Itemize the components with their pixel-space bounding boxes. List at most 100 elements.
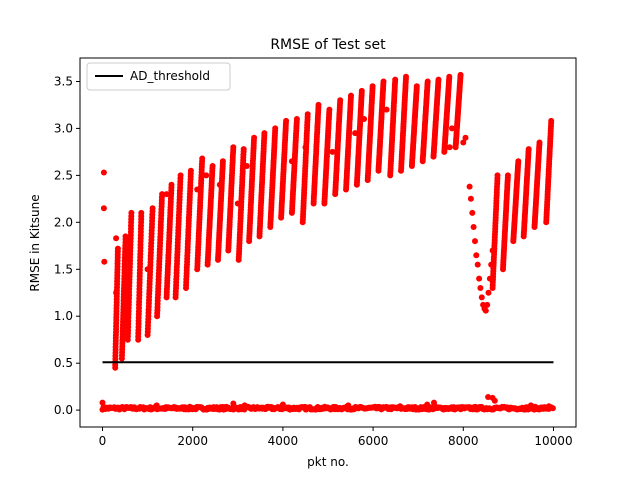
ramp-point [525,146,532,153]
x-ticks: 0 2000 4000 6000 8000 10000 [99,427,573,448]
scattered-point [194,186,201,193]
sawtooth-ramp [299,111,311,226]
ramp-point [128,209,135,216]
baseline-spike-point [99,399,106,406]
scattered-point [361,116,368,122]
scattered-point [101,258,108,265]
scattered-series [100,106,469,296]
sawtooth-ramp [183,167,194,291]
dip-point [484,301,491,308]
ramp-point [435,76,442,83]
sawtooth-ramp [387,76,399,179]
baseline-spike-point [545,403,552,410]
ramp-point [283,117,290,124]
sawtooth-ramp [531,139,543,230]
baseline-spike-point [431,399,437,406]
x-tick-label: 6000 [358,434,389,448]
y-tick-label: 1.5 [54,262,73,276]
scattered-point [203,172,210,179]
x-tick-label: 2000 [177,434,208,448]
ramp-point [358,87,365,94]
dip-point [467,195,474,202]
sawtooth-ramp [430,76,442,160]
ramp-point [369,83,376,90]
ramp-point [122,233,129,240]
ramp-point [261,130,268,137]
ramp-point [149,205,156,212]
sawtooth-ramp [118,233,129,362]
scattered-point [100,205,107,212]
y-axis-label: RMSE in Kitsune [28,194,42,291]
ramp-point [413,83,420,90]
scattered-point [446,144,453,151]
sawtooth-ramp [256,130,268,240]
scattered-point [216,181,223,188]
dip-point [485,289,492,296]
ramp-point [159,191,166,198]
x-tick-label: 8000 [448,434,479,448]
ramp-point [114,245,121,252]
legend-box [86,62,231,91]
sawtooth-ramp [510,158,522,245]
scattered-point [113,235,120,242]
baseline-spike-point [279,401,286,408]
sawtooth-ramp [154,191,166,320]
y-tick-label: 2.0 [54,215,73,229]
ramp-point [536,139,543,146]
ramp-point [326,106,333,113]
scattered-point [462,134,469,141]
sawtooth-ramp [112,245,121,371]
points-layer [99,71,556,413]
ramp-point [138,209,145,216]
y-tick-label: 1.0 [54,309,73,323]
dip-point [482,307,489,314]
scattered-point [100,169,107,176]
dip-point [466,183,473,190]
sawtooth-ramp [267,125,279,230]
scattered-point [144,266,151,273]
ramp-point [446,73,453,80]
sawtooth-ramp [310,101,322,207]
ramp-point [403,73,409,80]
dip-point [488,261,495,268]
y-tick-label: 0.5 [54,356,73,370]
sawtooth-ramp [452,71,464,151]
ramp-point [168,181,175,188]
ramp-point [230,144,237,151]
scattered-point [329,148,336,155]
ramp-point [187,167,194,174]
sawtooth-ramp [489,172,501,291]
sawtooth-ramp [135,209,145,343]
scattered-point [163,191,170,198]
y-ticks: 0.0 0.5 1.0 1.5 2.0 2.5 3.0 3.5 [54,75,80,417]
ramp-point [219,158,226,165]
sawtooth-ramp [520,146,532,240]
baseline-spike-point [153,402,160,409]
sawtooth-ramp [375,78,387,174]
dip-point [486,275,493,282]
ramp-point [494,172,501,179]
sawtooth-ramp [172,172,184,301]
y-tick-label: 2.5 [54,168,73,182]
sawtooth-ramp [163,181,175,301]
sawtooth-ramp [332,97,344,198]
scattered-point [352,130,359,137]
ramp-point [293,116,300,122]
ramp-point [251,134,258,141]
ramp-point [380,78,387,85]
dip-point [476,275,483,282]
sawtooth-ramp [225,144,237,254]
ramp-point [315,101,322,108]
sawtooth-ramp [441,73,453,155]
baseline-spike-point [345,402,352,409]
x-axis-label: pkt no. [307,455,349,469]
ramp-point [392,76,399,83]
baseline-spike-point [485,394,492,400]
legend-label-ad-threshold: AD_threshold [130,69,210,83]
sawtooth-ramp [321,106,333,207]
dip-point [470,224,477,230]
sawtooth-ramp [398,73,409,174]
baseline-spike-point [527,402,534,409]
ramp-point [348,92,354,99]
scattered-point [288,158,295,165]
